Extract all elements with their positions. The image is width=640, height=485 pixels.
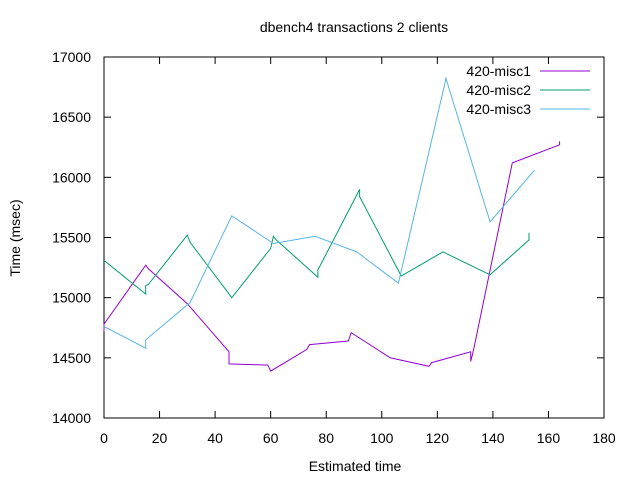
y-tick-label: 16000 <box>52 169 91 185</box>
y-tick-label: 16500 <box>52 109 91 125</box>
legend-label-420-misc1: 420-misc1 <box>466 63 531 79</box>
y-tick-label: 17000 <box>52 49 91 65</box>
legend-label-420-misc2: 420-misc2 <box>466 82 531 98</box>
chart-title: dbench4 transactions 2 clients <box>260 19 448 35</box>
x-tick-label: 80 <box>318 430 334 446</box>
x-tick-label: 0 <box>100 430 108 446</box>
y-tick-label: 15000 <box>52 290 91 306</box>
legend: 420-misc1 420-misc2 420-misc3 <box>466 63 590 117</box>
y-axis-label: Time (msec) <box>7 199 23 276</box>
x-tick-label: 180 <box>592 430 616 446</box>
series-line-420-misc3 <box>103 77 535 350</box>
x-tick-label: 140 <box>481 430 505 446</box>
legend-label-420-misc3: 420-misc3 <box>466 101 531 117</box>
series-lines <box>103 77 561 372</box>
y-tick-label: 15500 <box>52 230 91 246</box>
x-tick-label: 60 <box>263 430 279 446</box>
x-tick-label: 20 <box>152 430 168 446</box>
series-line-420-misc2 <box>103 189 530 299</box>
x-axis-label: Estimated time <box>309 458 402 474</box>
y-tick-label: 14000 <box>52 410 91 426</box>
x-tick-label: 40 <box>207 430 223 446</box>
x-tick-label: 160 <box>537 430 561 446</box>
x-tick-label: 100 <box>370 430 394 446</box>
x-tick-label: 120 <box>426 430 450 446</box>
y-tick-label: 14500 <box>52 350 91 366</box>
series-line-420-misc1 <box>103 141 561 372</box>
axes: 0 20 40 60 80 100 120 140 160 180 14000 14500 15000 1… <box>52 49 616 446</box>
